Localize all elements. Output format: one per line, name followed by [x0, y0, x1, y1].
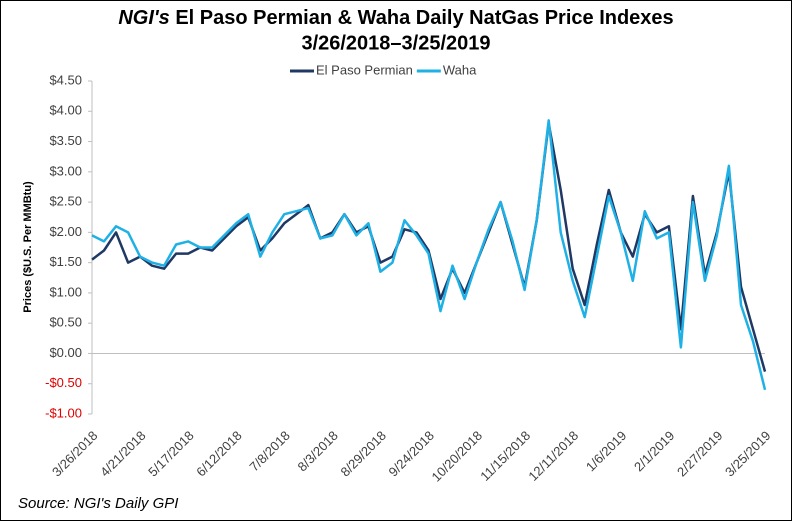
y-tick-label: $4.00	[49, 103, 82, 118]
y-tick-label: $4.50	[49, 72, 82, 87]
y-tick-label: $2.00	[49, 224, 82, 239]
y-tick-label: $1.50	[49, 254, 82, 269]
chart-title: NGI's El Paso Permian & Waha Daily NatGa…	[118, 7, 673, 29]
y-tick-label: $1.00	[49, 284, 82, 299]
y-tick-label: $3.00	[49, 163, 82, 178]
source: Source: NGI's Daily GPI	[18, 495, 178, 512]
series-line	[91, 119, 767, 391]
legend-label: Waha	[443, 62, 477, 77]
y-axis-label: Prices ($U.S. Per MMBtu)	[22, 181, 34, 313]
title-text: El Paso Permian & Waha Daily NatGas Pric…	[175, 7, 673, 29]
legend-label: El Paso Permian	[316, 62, 413, 77]
title-italic: NGI's	[118, 7, 169, 29]
y-tick-label: $2.50	[49, 194, 82, 209]
y-tick-label: -$1.00	[45, 405, 82, 420]
chart-subtitle: 3/26/2018–3/25/2019	[301, 32, 490, 54]
y-tick-label: $0.50	[49, 315, 82, 330]
y-tick-label: -$0.50	[45, 375, 82, 390]
y-tick-label: $0.00	[49, 345, 82, 360]
y-tick-label: $3.50	[49, 133, 82, 148]
